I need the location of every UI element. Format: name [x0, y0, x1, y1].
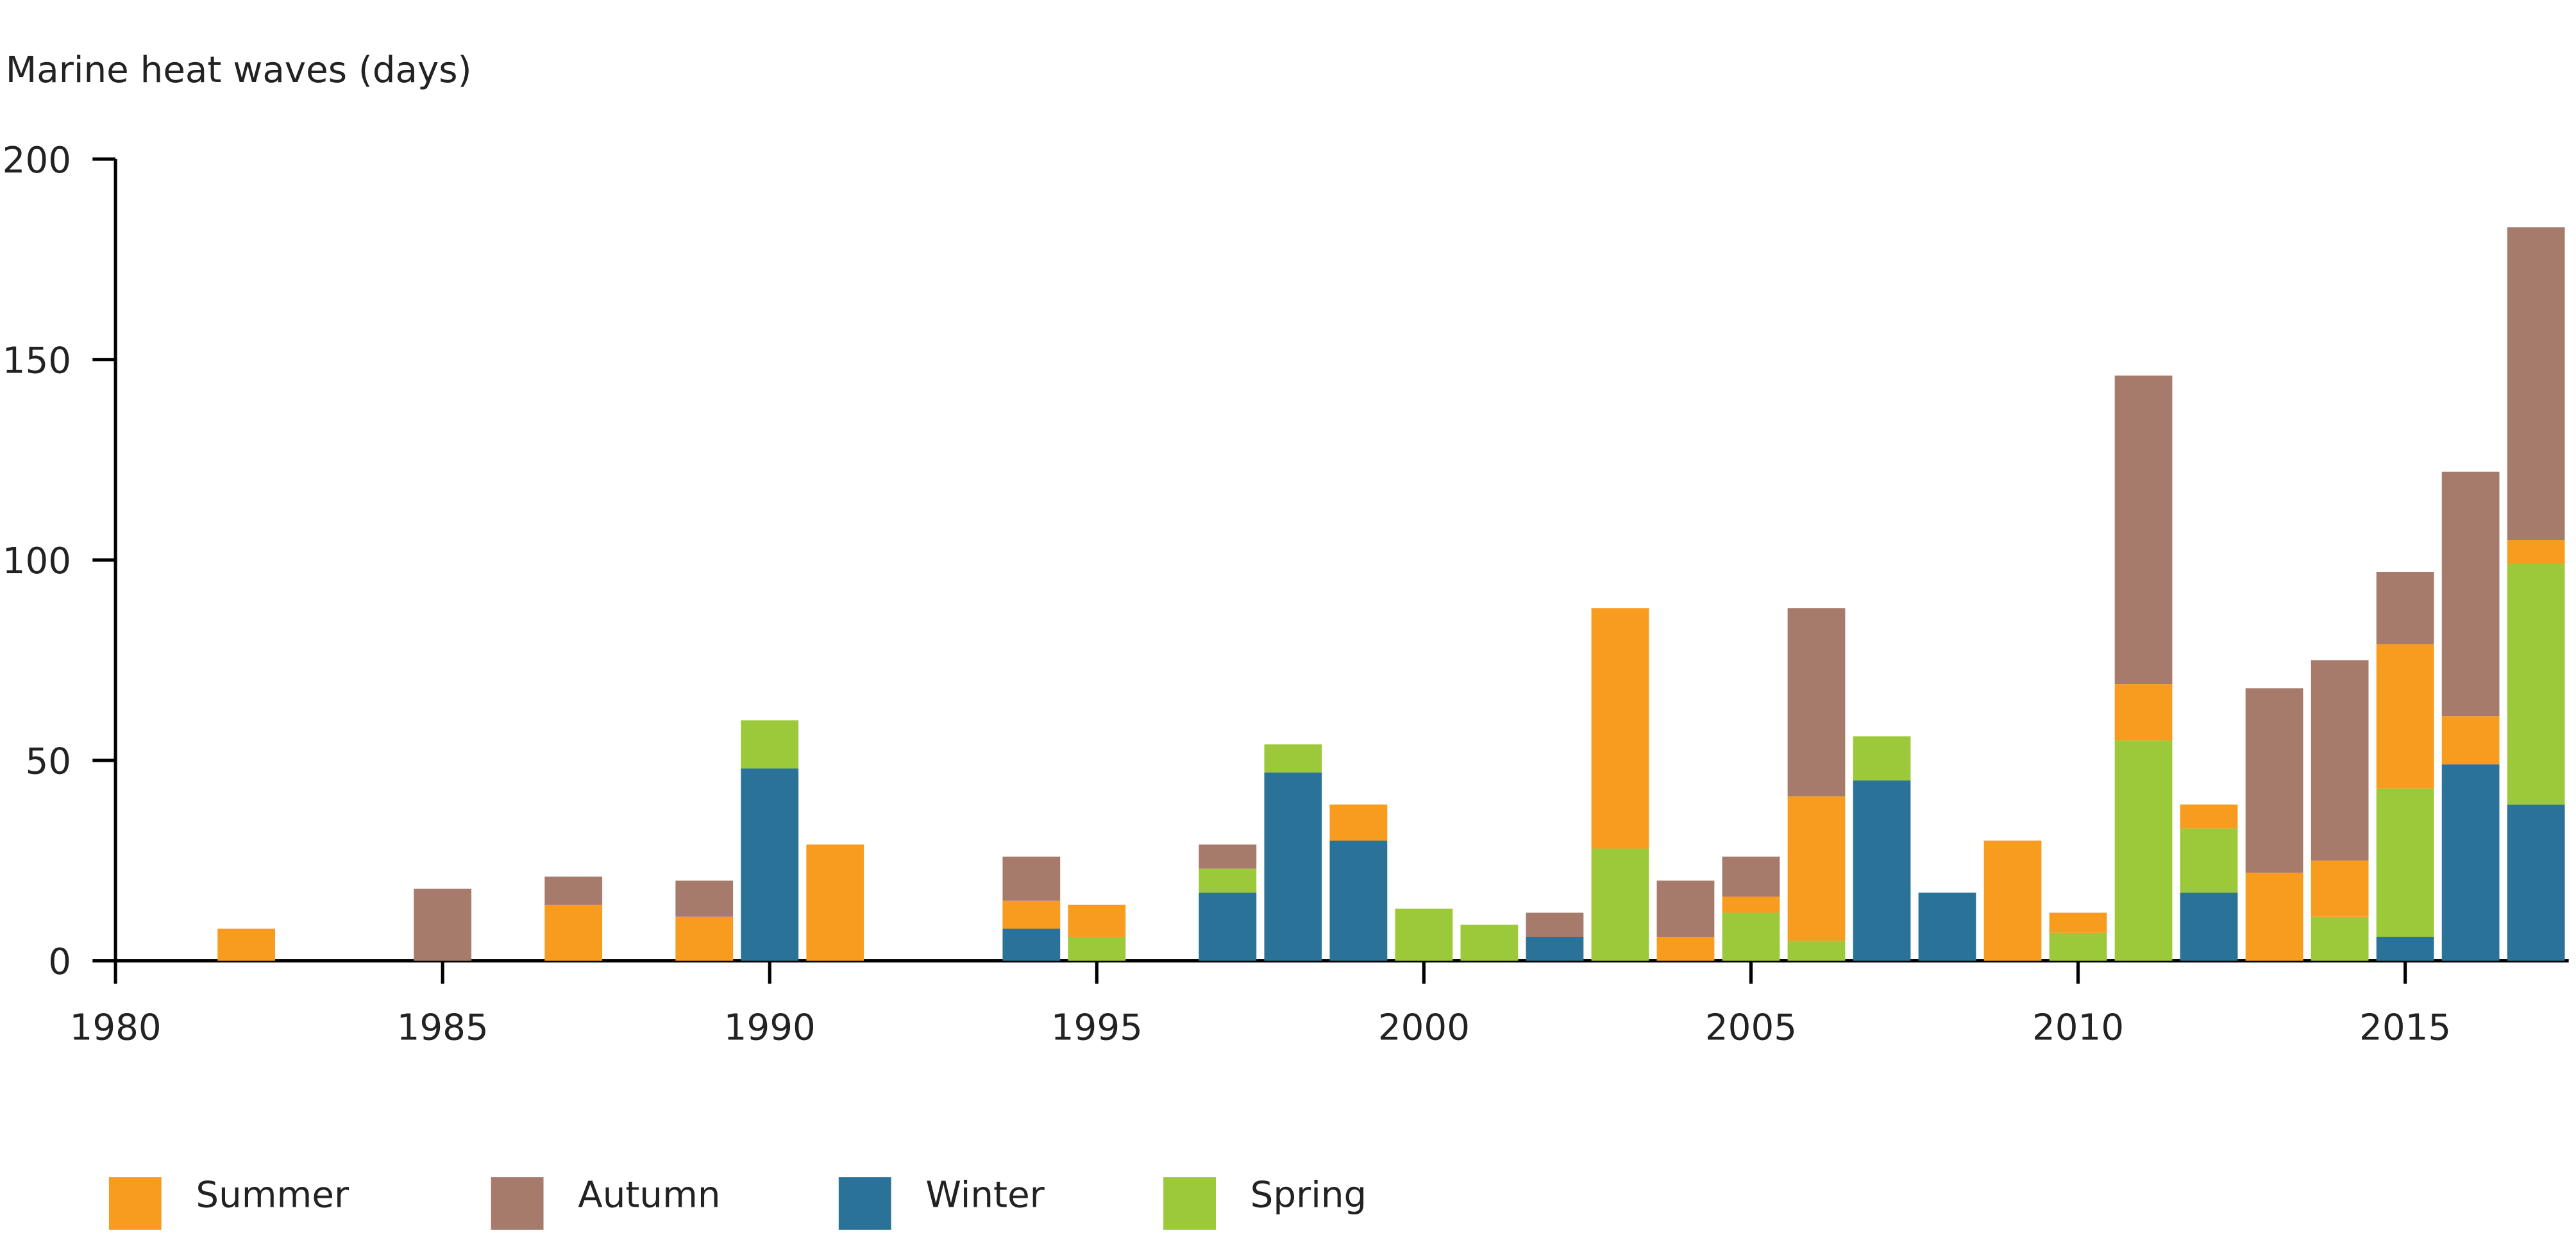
y-tick-label: 150	[3, 340, 71, 382]
bar-segment	[2311, 660, 2369, 861]
bar-segment	[2180, 804, 2238, 829]
x-tick-label: 2010	[2032, 1007, 2124, 1049]
bar-segment	[1329, 840, 1388, 961]
y-tick-label: 100	[3, 541, 71, 582]
bar-segment	[806, 844, 864, 961]
bar-segment	[2114, 740, 2173, 961]
bar-segment	[2049, 912, 2107, 933]
bar-segment	[1722, 856, 1780, 897]
y-axis-title: Marine heat waves (days)	[6, 49, 472, 91]
bar-segment	[1002, 900, 1061, 929]
bar-segment	[1722, 912, 1780, 961]
legend-swatch	[1163, 1177, 1216, 1230]
bar-segment	[414, 888, 472, 961]
bar-segment	[2507, 804, 2565, 961]
bar-segment	[2311, 916, 2369, 961]
bar-segment	[1264, 772, 1322, 961]
x-tick-label: 2015	[2359, 1007, 2451, 1049]
bar-segment	[1853, 780, 1911, 961]
x-tick-label: 1990	[724, 1007, 816, 1049]
bar-segment	[741, 768, 799, 961]
y-tick-label: 0	[48, 941, 71, 983]
bar-segment	[2245, 688, 2303, 873]
bar-segment	[2376, 644, 2434, 789]
bar-segment	[1068, 904, 1126, 937]
bar-segment	[544, 877, 603, 905]
bar-segment	[1787, 796, 1846, 941]
legend-swatch	[491, 1177, 544, 1230]
bar-segment	[1395, 909, 1453, 961]
legend-label: Autumn	[578, 1174, 720, 1216]
bar-segment	[1526, 912, 1584, 937]
bar-segment	[2441, 716, 2500, 765]
bar-segment	[1526, 936, 1584, 961]
x-tick-label: 1995	[1051, 1007, 1143, 1049]
bar-segment	[2507, 564, 2565, 805]
bar-segment	[1591, 848, 1649, 961]
bar-segment	[1787, 608, 1846, 797]
bar-segment	[675, 880, 734, 917]
bar-segment	[217, 928, 276, 961]
bar-segment	[2049, 932, 2107, 961]
bar-segment	[1656, 936, 1715, 961]
bar-segment	[2376, 572, 2434, 644]
x-tick-label: 1985	[397, 1007, 489, 1049]
bar-segment	[2311, 860, 2369, 917]
bar-segment	[2507, 227, 2565, 541]
bar-segment	[2245, 872, 2303, 961]
bar-segment	[1853, 736, 1911, 781]
bar-segment	[1068, 936, 1126, 961]
bar-segment	[1199, 893, 1257, 961]
bar-segment	[1656, 880, 1715, 937]
bar-segment	[2114, 375, 2173, 685]
bar-segment	[1787, 941, 1846, 961]
bar-segment	[1722, 896, 1780, 913]
bar-segment	[2507, 540, 2565, 564]
bar-segment	[1199, 844, 1257, 869]
bar-segment	[1983, 840, 2042, 961]
bar-segment	[1002, 928, 1061, 961]
bar-segment	[675, 916, 734, 961]
y-tick-label: 200	[3, 140, 71, 181]
bar-segment	[1918, 893, 1976, 961]
bar-segment	[2114, 684, 2173, 741]
bar-segment	[1264, 744, 1322, 773]
x-tick-label: 1980	[70, 1007, 162, 1049]
x-tick-label: 2000	[1378, 1007, 1470, 1049]
legend-label: Winter	[925, 1174, 1045, 1216]
bar-segment	[2376, 936, 2434, 961]
bar-segment	[2441, 471, 2500, 717]
legend-label: Summer	[196, 1174, 349, 1216]
bar-segment	[1199, 868, 1257, 893]
legend-swatch	[838, 1177, 891, 1230]
bar-segment	[544, 904, 603, 961]
y-tick-label: 50	[25, 741, 71, 783]
bar-segment	[741, 720, 799, 769]
legend-label: Spring	[1250, 1174, 1367, 1216]
bar-segment	[1591, 608, 1649, 849]
bar-segment	[1460, 925, 1519, 961]
x-tick-label: 2005	[1705, 1007, 1797, 1049]
bar-segment	[2441, 764, 2500, 961]
bar-segment	[2376, 788, 2434, 937]
bar-segment	[2180, 893, 2238, 961]
bar-segment	[1002, 856, 1061, 901]
bar-segment	[2180, 828, 2238, 893]
bar-segment	[1329, 804, 1388, 841]
legend-swatch	[108, 1177, 162, 1230]
